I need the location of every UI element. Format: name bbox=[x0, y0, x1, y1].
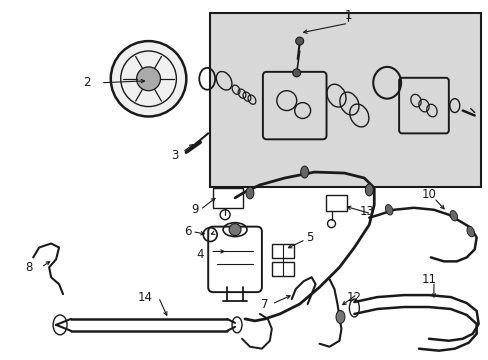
Ellipse shape bbox=[300, 166, 308, 178]
Bar bbox=[271, 244, 293, 258]
Bar bbox=[271, 262, 293, 276]
Text: 14: 14 bbox=[138, 291, 153, 303]
Ellipse shape bbox=[385, 204, 392, 215]
Circle shape bbox=[292, 69, 300, 77]
Ellipse shape bbox=[365, 184, 372, 196]
Bar bbox=[325, 195, 346, 211]
Text: 5: 5 bbox=[305, 231, 313, 244]
Circle shape bbox=[228, 224, 241, 235]
Text: 7: 7 bbox=[261, 297, 268, 311]
Text: 11: 11 bbox=[421, 273, 436, 286]
Text: 8: 8 bbox=[25, 261, 33, 274]
Circle shape bbox=[136, 67, 160, 91]
Text: 12: 12 bbox=[346, 291, 361, 303]
Ellipse shape bbox=[449, 211, 457, 221]
Text: 1: 1 bbox=[344, 9, 351, 22]
Text: 4: 4 bbox=[196, 248, 203, 261]
Ellipse shape bbox=[335, 310, 344, 323]
Circle shape bbox=[111, 41, 186, 117]
Text: 6: 6 bbox=[184, 225, 192, 238]
Text: 9: 9 bbox=[191, 203, 199, 216]
Text: 2: 2 bbox=[83, 76, 90, 89]
Bar bbox=[213, 188, 243, 208]
Text: 3: 3 bbox=[170, 149, 178, 162]
Text: 10: 10 bbox=[421, 188, 435, 201]
Text: 13: 13 bbox=[359, 205, 374, 218]
Ellipse shape bbox=[466, 226, 473, 237]
Bar bbox=[210, 13, 480, 187]
Circle shape bbox=[295, 37, 303, 45]
Ellipse shape bbox=[245, 187, 253, 199]
